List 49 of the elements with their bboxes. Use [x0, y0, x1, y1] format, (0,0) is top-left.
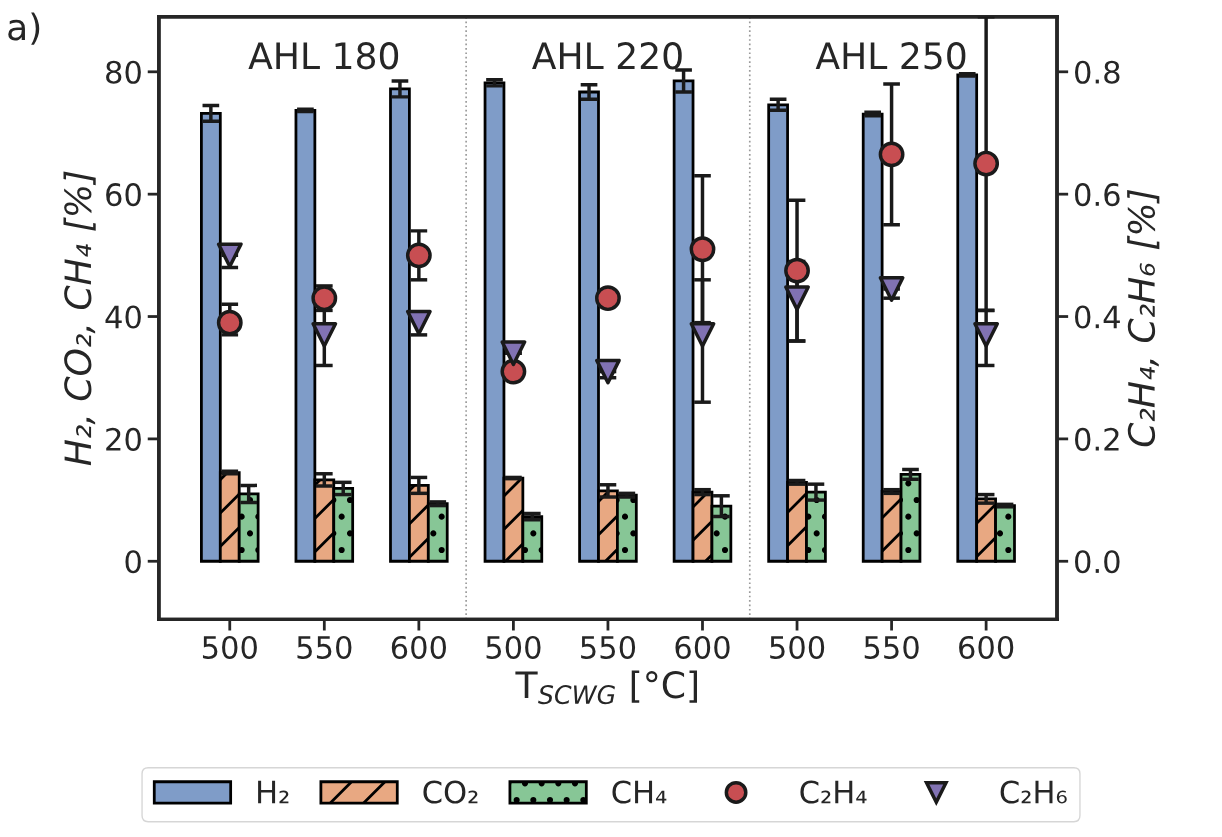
point — [784, 285, 810, 312]
y2-tick-label: 0.8 — [1075, 60, 1120, 84]
x-tick-label: 550 — [864, 635, 919, 659]
x-tick-label: 600 — [959, 635, 1014, 659]
x-tick-label: 550 — [297, 635, 352, 659]
point — [973, 321, 1000, 348]
point — [689, 321, 716, 348]
point — [595, 285, 621, 312]
point — [689, 236, 716, 263]
y2-tick-label: 0.4 — [1075, 305, 1120, 329]
y2-tick-label: 0.6 — [1075, 183, 1120, 207]
legend-label: C₂H₆ — [1000, 780, 1067, 804]
y-tick-label: 60 — [106, 183, 141, 207]
text: a) — [8, 12, 40, 45]
point — [311, 321, 338, 348]
point — [878, 141, 905, 168]
point — [973, 150, 1000, 177]
x-tick-label: 500 — [202, 635, 257, 659]
annotation: AHL 250 — [815, 42, 966, 70]
legend-label: CH₄ — [612, 780, 667, 804]
y-tick-label: 80 — [106, 60, 141, 84]
y-tick-label: 40 — [105, 305, 141, 329]
annotation: AHL 220 — [532, 42, 682, 70]
point — [878, 276, 905, 302]
point — [405, 309, 432, 336]
y-tick-label: 0 — [125, 550, 141, 574]
point — [784, 257, 810, 284]
point — [216, 242, 243, 269]
x-tick-label: 500 — [770, 635, 825, 659]
x-axis-title: T$_{SCWG}$ [°C] — [515, 670, 697, 705]
point — [405, 242, 432, 269]
x-tick-label: 500 — [486, 635, 541, 659]
y-axis-title: H₂, CO₂, CH₄ [%] — [63, 171, 96, 466]
x-tick-label: 600 — [391, 635, 446, 659]
x-tick-label: 600 — [675, 635, 730, 659]
point — [216, 309, 243, 336]
legend-label: CO₂ — [423, 780, 478, 804]
legend-label: H₂ — [258, 780, 289, 804]
y-tick-label: 20 — [106, 427, 141, 451]
annotation: AHL 180 — [248, 42, 399, 70]
x-tick-label: 550 — [581, 635, 636, 659]
y2-axis-title: C₂H₄, C₂H₆ [%] — [1127, 190, 1160, 447]
point — [500, 358, 527, 385]
y2-tick-label: 0.2 — [1075, 427, 1119, 451]
legend-label: C₂H₄ — [800, 780, 867, 804]
point — [595, 358, 621, 385]
y2-tick-label: 0.0 — [1075, 550, 1120, 574]
point — [311, 285, 338, 312]
point — [500, 340, 527, 367]
